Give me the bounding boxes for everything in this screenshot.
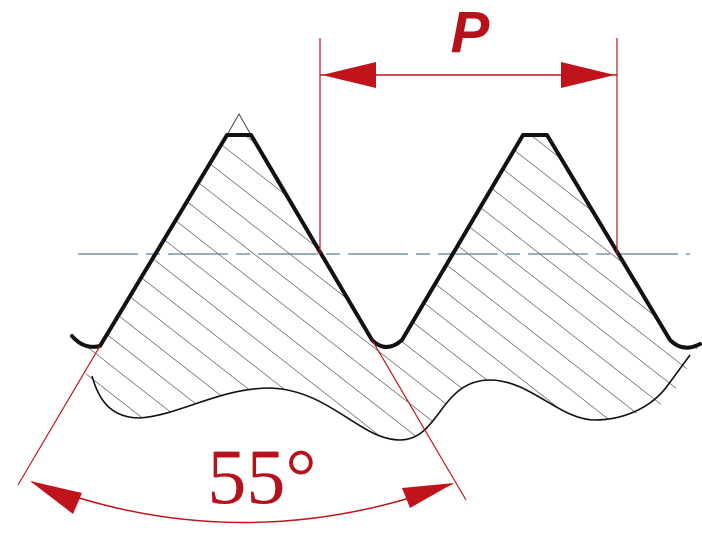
crest-construction-line: [226, 112, 252, 136]
hatched-section: [72, 135, 700, 440]
angle-arrow-right: [402, 483, 454, 508]
pitch-arrow-left: [322, 62, 376, 88]
angle-label: 55°: [207, 433, 316, 520]
angle-extension-line-right: [371, 339, 467, 501]
thread-profile: [70, 133, 702, 350]
pitch-arrow-right: [561, 62, 615, 88]
angle-arrow-left: [30, 481, 82, 514]
angle-arc: [31, 481, 453, 524]
angle-dimension: 55°: [17, 339, 467, 524]
pitch-label: P: [451, 0, 490, 65]
break-line: [91, 354, 691, 441]
pitch-dimension: P: [319, 0, 618, 254]
angle-extension-line-left: [17, 345, 101, 486]
